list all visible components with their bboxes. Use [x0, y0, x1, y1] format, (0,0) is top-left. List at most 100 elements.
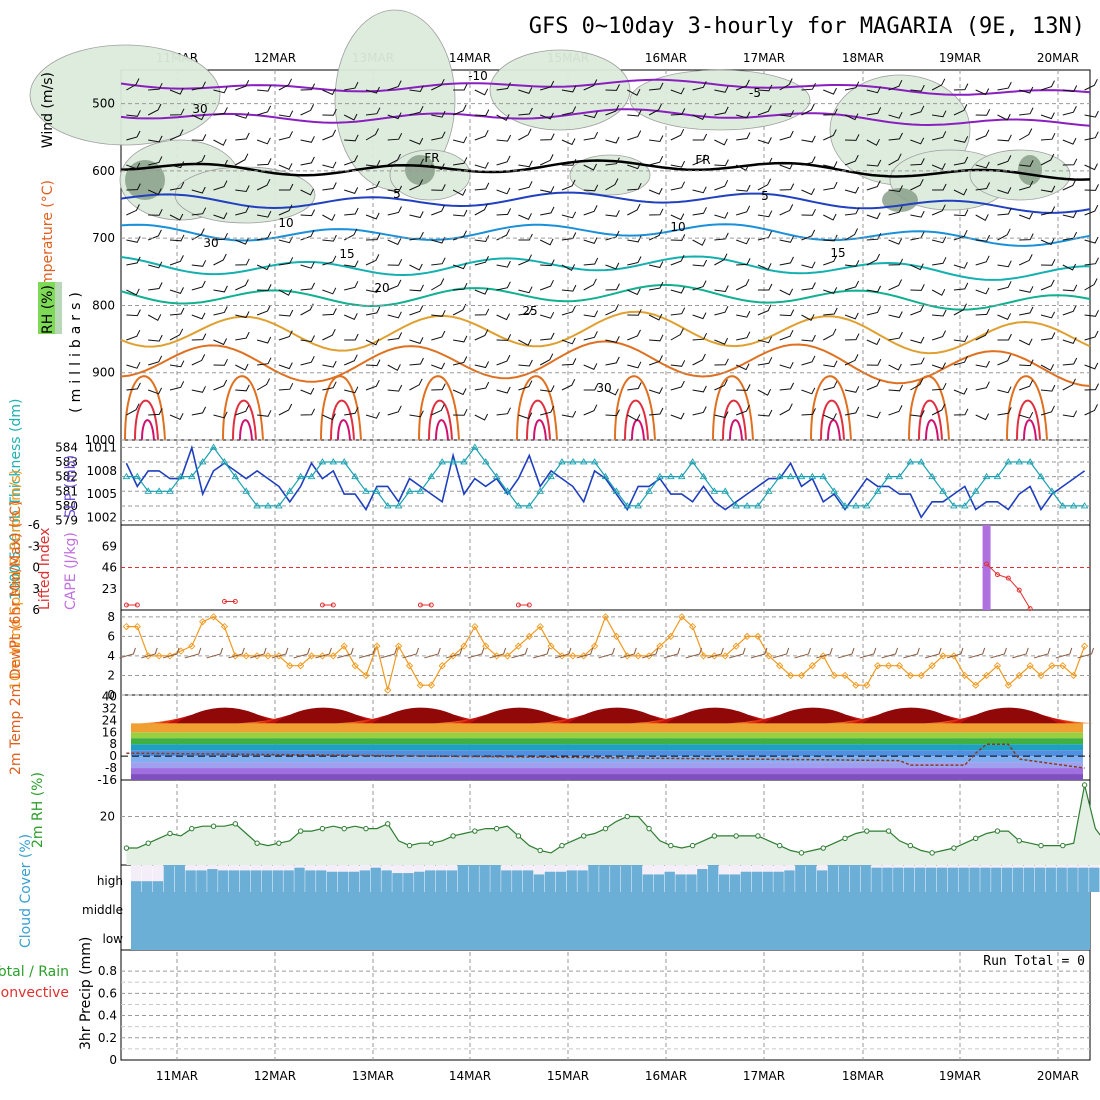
wind-barb-10m: [533, 647, 550, 659]
wind-barb: [1062, 284, 1078, 292]
wind-barb: [365, 128, 379, 141]
cloud-high-bar: [566, 870, 577, 892]
wind-barb: [1019, 411, 1034, 419]
thickness-point: [253, 502, 261, 509]
wind-barb: [888, 205, 903, 216]
lifted-tick: 6: [32, 603, 40, 617]
wind-barb: [518, 412, 533, 420]
cloud-high-bar: [762, 871, 773, 892]
wind-barb: [278, 110, 294, 118]
wind-barb: [910, 284, 925, 291]
wind-barb: [1084, 257, 1099, 266]
bottom-date-label: 15MAR: [547, 1069, 589, 1083]
isotherm-loop-hot: [918, 399, 943, 441]
wind-barb: [583, 257, 599, 266]
thickness-point: [797, 472, 806, 480]
cloud-high-bar: [936, 867, 948, 892]
lifted-point: [515, 602, 521, 608]
cloud-high-bar: [228, 870, 240, 892]
frame-p4: [120, 609, 1091, 696]
wind-barb: [583, 184, 599, 192]
wind-barb: [518, 213, 532, 220]
thickness-point: [873, 487, 882, 494]
cloud-high-bar: [446, 870, 458, 892]
wind-barb: [1040, 311, 1056, 319]
wind-barb: [452, 136, 468, 144]
cloud-high-bar: [816, 870, 828, 892]
cloud-high-bar: [740, 871, 752, 892]
wind-barb: [387, 238, 402, 246]
wind-speed-point: [688, 622, 697, 631]
wind-barb-10m: [271, 647, 289, 659]
wind-tick: 2: [107, 668, 115, 682]
wind-barb: [605, 262, 620, 270]
wind-barb: [823, 360, 838, 368]
wind-barb: [387, 80, 402, 91]
wind-barb: [953, 136, 969, 143]
thickness-point: [601, 472, 610, 480]
label-precip: 3hr Precip (mm): [78, 937, 94, 1050]
wind-barb: [344, 207, 359, 216]
temp-tick: 0: [109, 749, 117, 763]
rh-blob-dark: [1018, 155, 1042, 185]
wind-barb: [648, 355, 663, 366]
wind-barb: [278, 382, 294, 391]
wind-barb: [910, 84, 925, 92]
thickness-point: [721, 487, 730, 494]
wind-barb: [409, 337, 424, 345]
wind-barb: [670, 254, 685, 266]
rh-point: [820, 845, 826, 851]
wind-barb-10m: [816, 647, 833, 659]
cloud-high-bar: [827, 865, 839, 892]
top-date-label: 12MAR: [254, 51, 296, 65]
wind-barb: [779, 162, 794, 170]
wind-barb: [844, 228, 859, 241]
wind-barb: [823, 108, 838, 116]
wind-barb: [605, 388, 619, 396]
rh-blob: [489, 49, 631, 131]
thickness-point: [547, 472, 555, 480]
wind-barb: [627, 329, 641, 341]
isotherm-loop-hottest: [729, 419, 743, 441]
wind-barb: [1040, 258, 1056, 266]
wind-barb-10m: [511, 647, 528, 659]
thickness-point: [710, 487, 719, 494]
thickness-point: [514, 502, 523, 509]
cloud-high-bar: [337, 871, 349, 892]
wind-speed-point: [678, 613, 686, 621]
thickness-point: [416, 487, 425, 494]
wind-barb: [801, 188, 815, 196]
wind-barb: [322, 88, 336, 96]
wind-barb: [736, 205, 751, 216]
wind-speed-point: [188, 642, 196, 650]
wind-speed-point: [209, 613, 218, 621]
wind-barb: [714, 211, 729, 219]
bottom-date-label: 20MAR: [1037, 1069, 1079, 1083]
wind-barb: [148, 408, 163, 416]
wind-barb: [1084, 278, 1098, 291]
wind-barb-10m: [402, 647, 419, 659]
wind-barb: [823, 381, 838, 391]
wind-barb: [540, 279, 554, 291]
wind-speed-point: [972, 681, 980, 689]
wind-barb: [953, 261, 968, 269]
wind-barb: [583, 278, 597, 291]
wind-barb: [1084, 78, 1098, 91]
wind-barb: [866, 379, 881, 391]
wind-speed-point: [362, 671, 370, 680]
rh-point: [123, 845, 130, 851]
wind-speed-point: [242, 652, 250, 660]
wind-barb: [213, 379, 228, 391]
cape-tick: 69: [102, 539, 117, 553]
wind-barb: [169, 287, 184, 295]
isotherm-loop: [124, 375, 166, 441]
wind-barb: [627, 288, 641, 296]
wind-barb: [823, 161, 838, 169]
bottom-date-label: 16MAR: [645, 1069, 687, 1083]
wind-barb: [670, 128, 685, 141]
wind-barb: [605, 157, 620, 166]
cloud-high-bar: [359, 870, 371, 892]
top-date-label: 17MAR: [743, 51, 785, 65]
thickness-point: [754, 502, 762, 509]
wind-barb: [474, 203, 488, 216]
